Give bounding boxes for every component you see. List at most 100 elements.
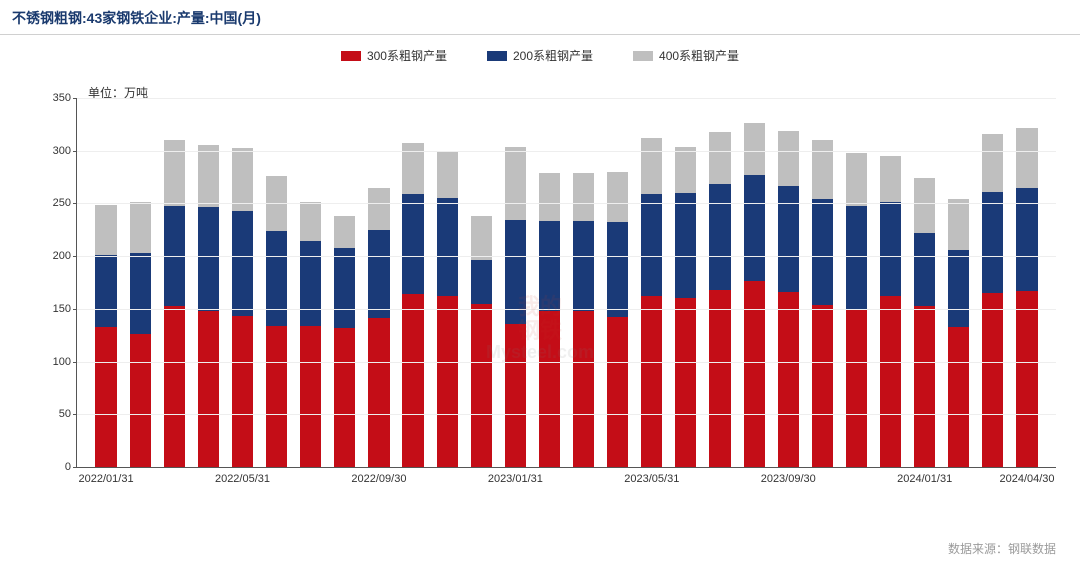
bar-segment-s400 xyxy=(948,199,969,250)
bar-wrap xyxy=(464,98,498,467)
y-gridline xyxy=(77,362,1056,363)
bar-segment-s400 xyxy=(812,140,833,199)
bar-slot xyxy=(737,98,771,467)
y-tick-mark xyxy=(73,414,77,415)
bar-segment-s400 xyxy=(846,153,867,206)
bar-segment-s300 xyxy=(164,306,185,467)
bar-stack xyxy=(539,173,560,467)
bar-stack xyxy=(914,178,935,467)
bar-segment-s200 xyxy=(437,198,458,296)
bar-wrap xyxy=(942,98,976,467)
bar-segment-s200 xyxy=(982,192,1003,293)
bar-wrap xyxy=(703,98,737,467)
bar-stack xyxy=(505,147,526,468)
bar-slot xyxy=(396,98,430,467)
bar-segment-s400 xyxy=(505,147,526,221)
bar-wrap xyxy=(635,98,669,467)
bar-slot xyxy=(260,98,294,467)
bar-segment-s400 xyxy=(778,131,799,186)
plot-area: 2022/01/312022/05/312022/09/302023/01/31… xyxy=(76,98,1056,468)
bar-wrap xyxy=(294,98,328,467)
bar-slot xyxy=(464,98,498,467)
bar-stack xyxy=(95,204,116,467)
bar-slot xyxy=(191,98,225,467)
bar-wrap xyxy=(191,98,225,467)
x-tick-label: 2022/09/30 xyxy=(351,473,406,485)
bar-segment-s200 xyxy=(130,253,151,334)
y-tick-mark xyxy=(73,467,77,468)
y-tick-mark xyxy=(73,309,77,310)
bar-slot xyxy=(294,98,328,467)
y-tick-label: 0 xyxy=(65,461,71,473)
bar-segment-s300 xyxy=(982,293,1003,467)
y-tick-mark xyxy=(73,256,77,257)
chart-area: 2022/01/312022/05/312022/09/302023/01/31… xyxy=(76,98,1056,498)
bar-slot: 2024/01/31 xyxy=(908,98,942,467)
bar-stack xyxy=(232,148,253,467)
y-tick-mark xyxy=(73,203,77,204)
bar-segment-s400 xyxy=(982,134,1003,192)
bar-wrap xyxy=(123,98,157,467)
bar-segment-s200 xyxy=(471,260,492,303)
legend-item: 300系粗钢产量 xyxy=(341,47,447,64)
bar-segment-s300 xyxy=(437,296,458,467)
bar-segment-s300 xyxy=(607,317,628,467)
bar-slot xyxy=(805,98,839,467)
bar-segment-s400 xyxy=(334,216,355,248)
bar-slot: 2022/09/30 xyxy=(362,98,396,467)
bar-segment-s300 xyxy=(812,305,833,467)
bar-stack xyxy=(471,216,492,467)
bar-wrap xyxy=(225,98,259,467)
bar-stack xyxy=(402,143,423,467)
bar-wrap xyxy=(669,98,703,467)
bar-wrap xyxy=(839,98,873,467)
x-tick-label: 2024/04/30 xyxy=(999,473,1054,485)
bar-slot: 2023/09/30 xyxy=(771,98,805,467)
bar-segment-s300 xyxy=(1016,291,1037,467)
legend: 300系粗钢产量 200系粗钢产量 400系粗钢产量 xyxy=(0,35,1080,72)
y-tick-mark xyxy=(73,151,77,152)
bar-slot xyxy=(567,98,601,467)
legend-swatch xyxy=(633,51,653,61)
bar-segment-s300 xyxy=(709,290,730,467)
bar-segment-s200 xyxy=(812,199,833,304)
bar-segment-s200 xyxy=(607,222,628,317)
x-tick-label: 2024/01/31 xyxy=(897,473,952,485)
bar-stack xyxy=(982,134,1003,467)
bar-segment-s300 xyxy=(334,328,355,467)
bar-segment-s300 xyxy=(300,326,321,467)
bar-segment-s400 xyxy=(539,173,560,221)
bar-slot: 2024/04/30 xyxy=(1010,98,1044,467)
legend-label: 200系粗钢产量 xyxy=(513,47,593,64)
bar-stack xyxy=(266,176,287,467)
bar-wrap xyxy=(737,98,771,467)
y-tick-label: 150 xyxy=(53,303,71,315)
bar-slot xyxy=(874,98,908,467)
bar-wrap xyxy=(601,98,635,467)
bar-segment-s200 xyxy=(709,184,730,289)
bar-segment-s200 xyxy=(232,211,253,316)
bar-wrap xyxy=(532,98,566,467)
chart-container: 不锈钢粗钢:43家钢铁企业:产量:中国(月) 300系粗钢产量200系粗钢产量4… xyxy=(0,0,1080,567)
bar-segment-s400 xyxy=(437,151,458,198)
bar-segment-s400 xyxy=(232,148,253,211)
bar-wrap xyxy=(430,98,464,467)
y-tick-label: 300 xyxy=(53,145,71,157)
bar-wrap xyxy=(328,98,362,467)
legend-swatch xyxy=(487,51,507,61)
bar-segment-s200 xyxy=(641,194,662,296)
y-gridline xyxy=(77,151,1056,152)
bars-row: 2022/01/312022/05/312022/09/302023/01/31… xyxy=(77,98,1056,467)
bar-stack xyxy=(812,140,833,467)
bar-segment-s200 xyxy=(675,193,696,298)
bar-segment-s200 xyxy=(198,207,219,311)
bar-segment-s300 xyxy=(266,326,287,467)
bar-slot xyxy=(942,98,976,467)
x-tick-label: 2022/05/31 xyxy=(215,473,270,485)
bar-segment-s400 xyxy=(607,172,628,223)
bar-slot xyxy=(601,98,635,467)
x-tick-label: 2022/01/31 xyxy=(79,473,134,485)
bar-segment-s300 xyxy=(778,292,799,467)
bar-slot: 2023/05/31 xyxy=(635,98,669,467)
legend-item: 400系粗钢产量 xyxy=(633,47,739,64)
